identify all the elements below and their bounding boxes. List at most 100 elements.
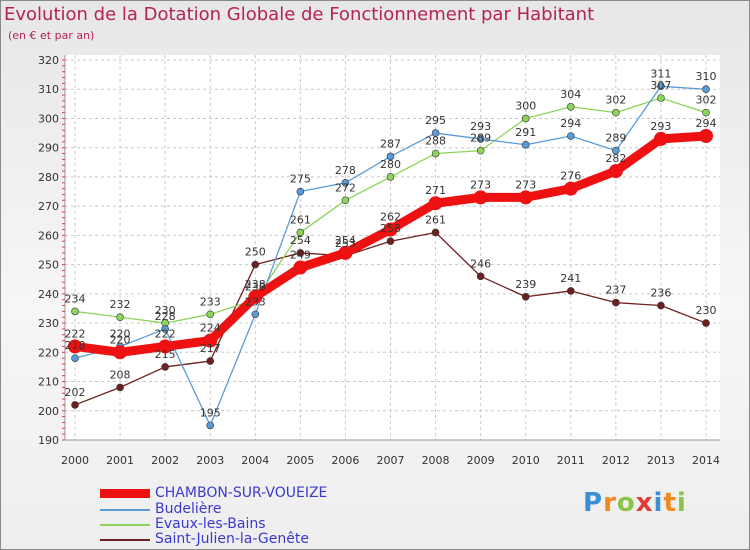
- data-label-0: 249: [290, 249, 311, 262]
- data-label-3: 217: [200, 342, 221, 355]
- data-label-1: 311: [650, 67, 671, 80]
- y-tick-label: 200: [38, 405, 59, 418]
- data-label-2: 234: [65, 292, 86, 305]
- logo-letter: r: [603, 488, 617, 518]
- data-point-0: [518, 190, 533, 205]
- logo-letter: t: [663, 488, 677, 518]
- data-label-2: 230: [155, 304, 176, 317]
- data-point-0: [68, 339, 82, 354]
- data-point-3: [251, 260, 260, 269]
- y-tick-label: 320: [38, 54, 59, 67]
- data-point-3: [116, 383, 124, 392]
- y-tick-label: 250: [38, 259, 59, 272]
- data-label-0: 262: [380, 211, 401, 224]
- data-label-0: 224: [200, 322, 221, 335]
- y-tick-label: 270: [38, 200, 59, 213]
- data-point-3: [657, 301, 665, 310]
- legend-label-saint-julien: Saint-Julien-la-Genête: [155, 531, 309, 547]
- data-point-2: [657, 94, 665, 102]
- data-label-1: 291: [515, 126, 536, 139]
- data-label-3: 236: [650, 287, 671, 300]
- x-tick-label: 2005: [286, 454, 314, 467]
- x-tick-label: 2003: [196, 454, 224, 467]
- legend-label-chambon: CHAMBON-SUR-VOUEIZE: [155, 485, 328, 501]
- logo-letter: i: [653, 488, 664, 518]
- x-tick-label: 2011: [557, 454, 585, 467]
- data-label-0: 273: [515, 178, 536, 191]
- data-label-0: 276: [560, 170, 581, 183]
- data-label-0: 294: [696, 117, 717, 130]
- data-label-2: 233: [200, 295, 221, 308]
- x-tick-label: 2012: [602, 454, 630, 467]
- data-label-3: 202: [65, 386, 86, 399]
- data-point-3: [296, 249, 305, 257]
- logo-letter: x: [635, 488, 654, 518]
- chart-subtitle: (en € et par an): [8, 29, 95, 42]
- y-tick-label: 280: [38, 171, 59, 184]
- legend-swatch-evaux: [100, 518, 150, 532]
- data-point-2: [116, 313, 124, 322]
- data-label-0: 293: [650, 120, 671, 133]
- data-point-1: [566, 132, 575, 140]
- y-tick-label: 260: [38, 229, 59, 242]
- data-label-0: 273: [470, 178, 491, 191]
- data-label-2: 302: [605, 94, 626, 107]
- data-point-1: [71, 354, 79, 362]
- logo-letter: o: [616, 488, 636, 518]
- data-label-1: 294: [560, 117, 581, 130]
- data-label-1: 289: [605, 132, 626, 145]
- proxiti-logo: Proxiti: [583, 488, 687, 518]
- y-tick-label: 210: [38, 376, 59, 389]
- x-tick-label: 2013: [647, 454, 675, 467]
- data-point-1: [521, 140, 530, 149]
- data-point-0: [203, 333, 218, 348]
- legend-swatch-chambon: [100, 487, 150, 501]
- data-label-3: 239: [515, 278, 536, 291]
- data-point-0: [608, 164, 623, 179]
- data-point-0: [473, 190, 488, 205]
- data-point-1: [657, 82, 665, 91]
- data-point-3: [566, 287, 575, 295]
- data-point-2: [566, 102, 575, 111]
- x-tick-label: 2002: [151, 454, 179, 467]
- data-label-2: 261: [290, 213, 311, 226]
- data-label-3: 208: [110, 368, 131, 381]
- data-point-3: [476, 272, 485, 281]
- data-point-1: [341, 178, 350, 187]
- data-label-1: 195: [200, 406, 221, 419]
- data-point-2: [521, 114, 530, 123]
- data-label-2: 289: [470, 132, 491, 145]
- legend-label-evaux: Evaux-les-Bains: [155, 516, 266, 532]
- data-label-2: 272: [335, 181, 356, 194]
- data-label-2: 288: [425, 135, 446, 148]
- data-point-0: [293, 260, 308, 275]
- x-tick-label: 2004: [241, 454, 269, 467]
- data-point-3: [702, 319, 710, 327]
- data-label-1: 293: [470, 120, 491, 133]
- logo-letter: P: [583, 488, 604, 518]
- data-label-3: 246: [470, 257, 491, 270]
- data-label-3: 254: [290, 234, 311, 247]
- data-point-2: [431, 149, 440, 158]
- logo-letter: i: [676, 488, 687, 518]
- data-point-0: [699, 129, 713, 143]
- data-point-0: [248, 289, 263, 304]
- data-point-1: [161, 325, 169, 333]
- x-tick-label: 2006: [331, 454, 359, 467]
- data-label-1: 228: [155, 310, 176, 323]
- data-label-3: 261: [425, 213, 446, 226]
- data-label-2: 300: [515, 99, 536, 112]
- x-tick-label: 2000: [61, 454, 89, 467]
- data-label-2: 280: [380, 158, 401, 171]
- x-tick-label: 2001: [106, 454, 134, 467]
- x-tick-label: 2007: [377, 454, 405, 467]
- data-label-3: 253: [335, 237, 356, 250]
- y-tick-label: 290: [38, 142, 59, 155]
- data-label-1: 220: [110, 327, 131, 340]
- data-point-1: [296, 187, 305, 196]
- data-point-0: [113, 345, 128, 360]
- data-label-2: 307: [650, 79, 671, 92]
- data-label-3: 230: [696, 304, 717, 317]
- data-point-0: [563, 181, 578, 196]
- data-point-2: [476, 146, 485, 155]
